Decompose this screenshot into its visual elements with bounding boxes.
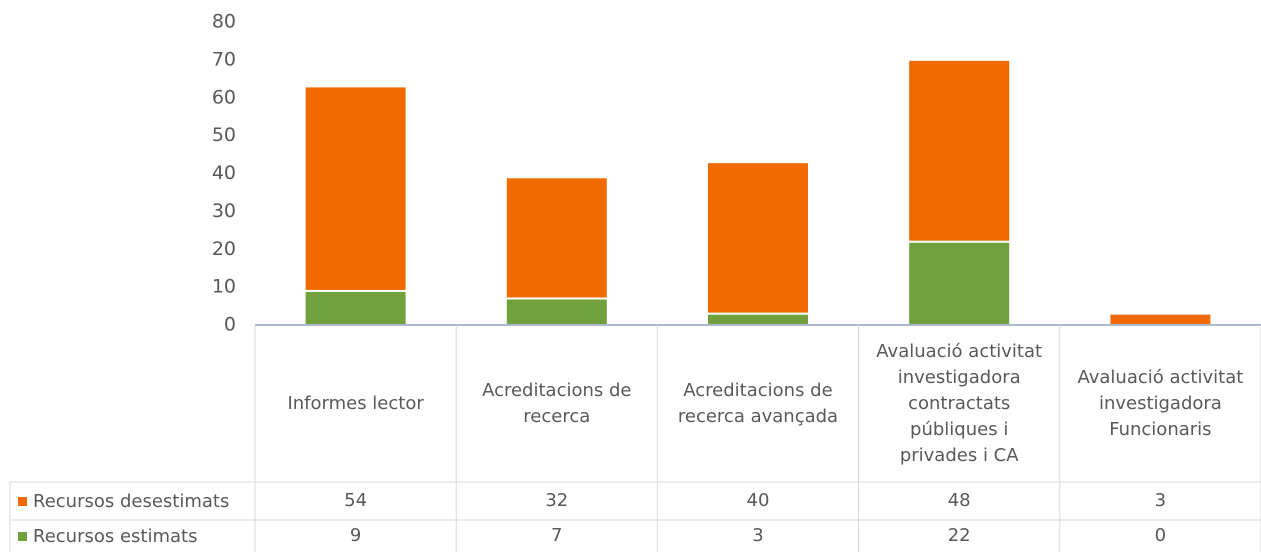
y-tick-label: 40	[212, 162, 236, 184]
bar-segment	[504, 297, 609, 326]
x-tick-label: Informes lector	[287, 392, 424, 414]
y-tick-label: 0	[224, 314, 236, 336]
table-value: 22	[947, 525, 971, 546]
table-value: 9	[349, 525, 362, 546]
x-tick-label: Avaluació activitat investigadora contra…	[876, 340, 1043, 466]
bar-segment	[706, 312, 810, 327]
y-tick-label: 50	[212, 124, 236, 146]
legend-entry: Recursos estimats	[18, 520, 197, 552]
table-value: 32	[545, 490, 569, 511]
table-value: 3	[752, 525, 764, 546]
y-tick-label: 10	[212, 276, 236, 298]
bar-segment	[907, 58, 1012, 243]
y-tick-label: 30	[212, 200, 236, 222]
table-value: 3	[1154, 490, 1167, 511]
table-value: 7	[551, 525, 563, 546]
bar-segment	[303, 289, 408, 327]
bar-segment	[706, 161, 810, 315]
table-value: 54	[344, 490, 368, 511]
y-tick-label: 80	[212, 11, 236, 33]
bar-segment	[1108, 312, 1213, 327]
legend-swatch	[18, 496, 27, 506]
y-tick-label: 20	[212, 238, 236, 260]
legend-swatch	[18, 531, 27, 541]
table-value: 48	[947, 490, 971, 511]
legend-label: Recursos desestimats	[33, 490, 230, 512]
legend-entry: Recursos desestimats	[18, 482, 229, 520]
y-tick-label: 60	[212, 86, 236, 108]
x-tick-label: Avaluació activitat investigadora Funcio…	[1077, 366, 1244, 440]
bar-segment	[504, 176, 609, 300]
y-tick-label: 70	[212, 48, 236, 70]
table-value: 0	[1154, 525, 1167, 546]
x-tick-label: Acreditacions de recerca	[482, 379, 632, 427]
table-value: 40	[746, 490, 770, 511]
bar-segment	[907, 240, 1012, 326]
legend-label: Recursos estimats	[33, 525, 198, 547]
bar-segment	[303, 85, 408, 292]
x-tick-label: Acreditacions de recerca avançada	[677, 379, 839, 427]
